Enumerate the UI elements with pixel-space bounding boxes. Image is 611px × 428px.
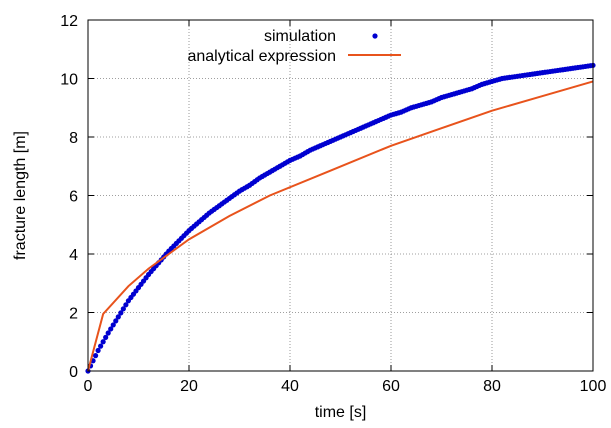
simulation-point xyxy=(100,339,106,345)
simulation-point xyxy=(95,347,101,354)
y-tick-label: 0 xyxy=(69,364,78,381)
simulation-point xyxy=(108,326,114,332)
x-tick-label: 40 xyxy=(281,378,299,395)
y-tick-label: 6 xyxy=(69,189,78,206)
simulation-point xyxy=(103,334,109,340)
grid-lines xyxy=(88,20,593,371)
x-tick-label: 20 xyxy=(180,378,198,395)
simulation-point xyxy=(123,302,129,308)
axis-ticks: 0 20 40 60 80 100 0 2 4 6 8 10 12 xyxy=(60,13,606,395)
y-tick-label: 2 xyxy=(69,306,78,323)
simulation-point xyxy=(98,343,104,349)
x-axis-label: time [s] xyxy=(315,404,367,421)
series-line-analytical-expression xyxy=(87,80,594,372)
simulation-point xyxy=(120,306,126,312)
simulation-point xyxy=(105,330,111,336)
y-axis-label: fracture length [m] xyxy=(12,131,29,260)
x-tick-label: 100 xyxy=(580,378,607,395)
legend: simulation analytical expression xyxy=(187,28,401,65)
y-tick-label: 10 xyxy=(60,72,78,89)
y-tick-label: 12 xyxy=(60,13,78,30)
simulation-point xyxy=(92,353,99,359)
x-tick-label: 60 xyxy=(382,378,400,395)
simulation-point xyxy=(118,310,124,316)
x-tick-label: 0 xyxy=(84,378,93,395)
y-tick-label: 4 xyxy=(69,247,78,264)
x-tick-label: 80 xyxy=(483,378,501,395)
simulation-point xyxy=(113,318,119,324)
legend-marker-simulation xyxy=(372,33,378,39)
y-tick-label: 8 xyxy=(69,130,78,147)
series-layer xyxy=(85,62,596,374)
legend-label-analytical: analytical expression xyxy=(187,48,336,65)
legend-label-simulation: simulation xyxy=(264,28,336,45)
simulation-point xyxy=(115,314,121,320)
simulation-point xyxy=(110,322,116,328)
